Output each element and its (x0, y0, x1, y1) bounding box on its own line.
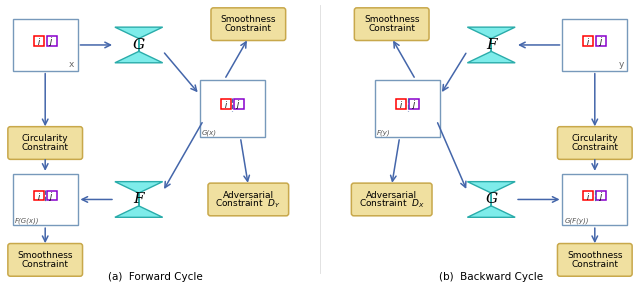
FancyBboxPatch shape (8, 244, 83, 276)
Text: $j$: $j$ (49, 35, 54, 48)
Text: Smoothness: Smoothness (17, 251, 73, 260)
Text: Adversarial: Adversarial (366, 190, 417, 199)
FancyBboxPatch shape (557, 244, 632, 276)
Bar (234, 99, 244, 109)
Bar (13, 19, 77, 71)
Bar (583, 36, 593, 46)
Bar (221, 99, 231, 109)
Text: F(y): F(y) (377, 129, 390, 136)
Bar (596, 190, 606, 201)
Polygon shape (467, 27, 515, 63)
Text: Circularity: Circularity (572, 134, 618, 143)
Bar (563, 19, 627, 71)
Text: y: y (619, 60, 624, 69)
Text: $j$: $j$ (49, 190, 54, 203)
Text: G: G (485, 192, 497, 206)
Bar (47, 190, 57, 201)
Text: x: x (69, 60, 75, 69)
FancyBboxPatch shape (557, 127, 632, 159)
Text: Constraint: Constraint (22, 260, 68, 269)
Text: Adversarial: Adversarial (223, 190, 274, 199)
Bar (583, 190, 593, 201)
Polygon shape (467, 182, 515, 217)
FancyBboxPatch shape (355, 8, 429, 40)
Text: Smoothness: Smoothness (567, 251, 623, 260)
Text: Circularity: Circularity (22, 134, 68, 143)
Text: $i$: $i$ (36, 36, 41, 47)
Bar (596, 36, 606, 46)
Text: G: G (132, 38, 145, 52)
Bar (13, 174, 77, 225)
Bar (375, 80, 440, 137)
Text: G(x): G(x) (202, 129, 216, 136)
Text: $j$: $j$ (599, 35, 604, 48)
Polygon shape (115, 182, 163, 217)
Text: $i$: $i$ (586, 36, 590, 47)
Bar (409, 99, 419, 109)
Text: F: F (486, 38, 497, 52)
Bar (200, 80, 265, 137)
Text: $j$: $j$ (599, 190, 604, 203)
Text: Constraint  $D_X$: Constraint $D_X$ (359, 198, 424, 210)
Bar (563, 174, 627, 225)
Text: $i$: $i$ (399, 99, 403, 110)
Bar (34, 190, 44, 201)
Text: F(G(x)): F(G(x)) (15, 218, 39, 224)
Text: Constraint  $D_Y$: Constraint $D_Y$ (216, 198, 281, 210)
FancyBboxPatch shape (211, 8, 285, 40)
Text: (a)  Forward Cycle: (a) Forward Cycle (108, 272, 203, 282)
Bar (396, 99, 406, 109)
Text: F: F (134, 192, 144, 206)
Text: $i$: $i$ (586, 190, 590, 201)
Text: G(F(y)): G(F(y)) (564, 218, 589, 224)
Text: Constraint: Constraint (572, 260, 618, 269)
Text: $i$: $i$ (36, 190, 41, 201)
Text: Constraint: Constraint (225, 24, 272, 33)
Text: $i$: $i$ (224, 99, 228, 110)
Text: $j$: $j$ (412, 98, 417, 111)
FancyBboxPatch shape (208, 183, 289, 216)
Bar (34, 36, 44, 46)
Text: Constraint: Constraint (22, 143, 68, 152)
Text: Smoothness: Smoothness (364, 15, 419, 24)
FancyBboxPatch shape (351, 183, 432, 216)
Text: Constraint: Constraint (572, 143, 618, 152)
Bar (47, 36, 57, 46)
Text: $j$: $j$ (236, 98, 241, 111)
Polygon shape (115, 27, 163, 63)
Text: Constraint: Constraint (368, 24, 415, 33)
Text: Smoothness: Smoothness (221, 15, 276, 24)
Text: (b)  Backward Cycle: (b) Backward Cycle (439, 272, 543, 282)
FancyBboxPatch shape (8, 127, 83, 159)
